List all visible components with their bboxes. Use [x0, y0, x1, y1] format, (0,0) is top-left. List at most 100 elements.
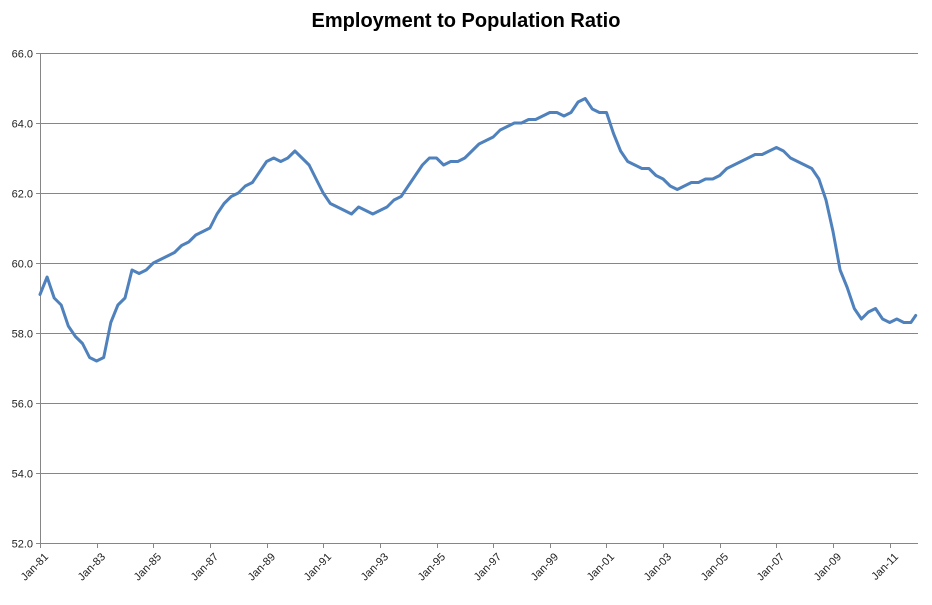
- data-point: [463, 157, 466, 160]
- data-point: [782, 150, 785, 153]
- data-point: [669, 185, 672, 188]
- y-tick-label: 64.0: [12, 119, 33, 131]
- data-point: [60, 304, 63, 307]
- data-point: [832, 230, 835, 233]
- data-point: [499, 129, 502, 132]
- x-tick-label: Jan-93: [359, 551, 391, 583]
- data-point: [711, 178, 714, 181]
- data-point: [914, 314, 917, 317]
- data-point: [315, 178, 318, 181]
- x-axis-ticks: Jan-81 Jan-83 Jan-85 Jan-87 Jan-89 Jan-91 Jan-…: [19, 543, 901, 583]
- data-point: [909, 321, 912, 324]
- data-point: [244, 185, 247, 188]
- data-point: [230, 195, 233, 198]
- data-point: [704, 178, 707, 181]
- data-point: [124, 297, 127, 300]
- data-point: [555, 111, 558, 114]
- x-tick-label: Jan-05: [699, 551, 731, 583]
- data-point: [506, 125, 509, 128]
- x-tick-label: Jan-91: [302, 551, 334, 583]
- data-point: [74, 335, 77, 338]
- data-point: [187, 241, 190, 244]
- x-tick-label: Jan-03: [642, 551, 674, 583]
- data-point: [640, 167, 643, 170]
- data-point: [456, 160, 459, 163]
- data-point: [272, 157, 275, 160]
- data-point: [860, 318, 863, 321]
- x-tick-label: Jan-07: [755, 551, 787, 583]
- data-point: [796, 160, 799, 163]
- data-point: [357, 206, 360, 209]
- series-layer: [38, 97, 918, 363]
- data-point: [902, 321, 905, 324]
- data-point: [258, 171, 261, 174]
- data-point: [407, 185, 410, 188]
- x-tick-label: Jan-85: [132, 551, 164, 583]
- y-tick-label: 60.0: [12, 259, 33, 271]
- data-point: [265, 160, 268, 163]
- data-point: [888, 321, 891, 324]
- data-point: [279, 160, 282, 163]
- data-point: [732, 164, 735, 167]
- data-point: [747, 157, 750, 160]
- data-point: [577, 101, 580, 104]
- data-point: [662, 178, 665, 181]
- data-point: [95, 360, 98, 363]
- data-point: [286, 157, 289, 160]
- data-point: [67, 325, 70, 328]
- data-point: [166, 255, 169, 258]
- x-tick-label: Jan-97: [472, 551, 504, 583]
- data-point: [527, 118, 530, 121]
- data-point: [435, 157, 438, 160]
- data-point: [761, 153, 764, 156]
- data-point: [81, 342, 84, 345]
- x-tick-label: Jan-09: [812, 551, 844, 583]
- y-tick-label: 52.0: [12, 539, 33, 551]
- gridlines: [40, 53, 918, 474]
- x-tick-label: Jan-83: [76, 551, 108, 583]
- data-point: [754, 153, 757, 156]
- data-point: [470, 150, 473, 153]
- x-tick-label: Jan-11: [869, 551, 901, 583]
- data-point: [789, 157, 792, 160]
- x-tick-label: Jan-81: [19, 551, 51, 583]
- data-point: [534, 118, 537, 121]
- data-point: [839, 269, 842, 272]
- data-point: [874, 307, 877, 310]
- data-point: [817, 178, 820, 181]
- data-point: [223, 202, 226, 205]
- data-point: [633, 164, 636, 167]
- data-point: [131, 269, 134, 272]
- data-point: [810, 167, 813, 170]
- data-point: [619, 150, 622, 153]
- x-tick-label: Jan-95: [416, 551, 448, 583]
- data-point: [378, 209, 381, 212]
- data-point: [548, 111, 551, 114]
- data-point: [138, 272, 141, 275]
- data-point: [442, 164, 445, 167]
- data-point: [386, 206, 389, 209]
- data-point: [393, 199, 396, 202]
- data-point: [449, 160, 452, 163]
- data-point: [740, 160, 743, 163]
- data-point: [563, 115, 566, 118]
- data-point: [697, 181, 700, 184]
- data-point: [350, 213, 353, 216]
- y-tick-label: 56.0: [12, 399, 33, 411]
- data-point: [626, 160, 629, 163]
- y-axis-ticks: 52.0 54.0 56.0 58.0 60.0 62.0 64.0 66.0: [12, 49, 40, 551]
- axes: [40, 53, 918, 544]
- data-point: [237, 192, 240, 195]
- chart-title: Employment to Population Ratio: [311, 10, 621, 32]
- data-point: [322, 192, 325, 195]
- data-point: [803, 164, 806, 167]
- data-point: [605, 111, 608, 114]
- y-tick-label: 66.0: [12, 49, 33, 61]
- data-point: [541, 115, 544, 118]
- data-point: [216, 213, 219, 216]
- data-point: [775, 146, 778, 149]
- data-point: [109, 321, 112, 324]
- data-point: [88, 356, 91, 359]
